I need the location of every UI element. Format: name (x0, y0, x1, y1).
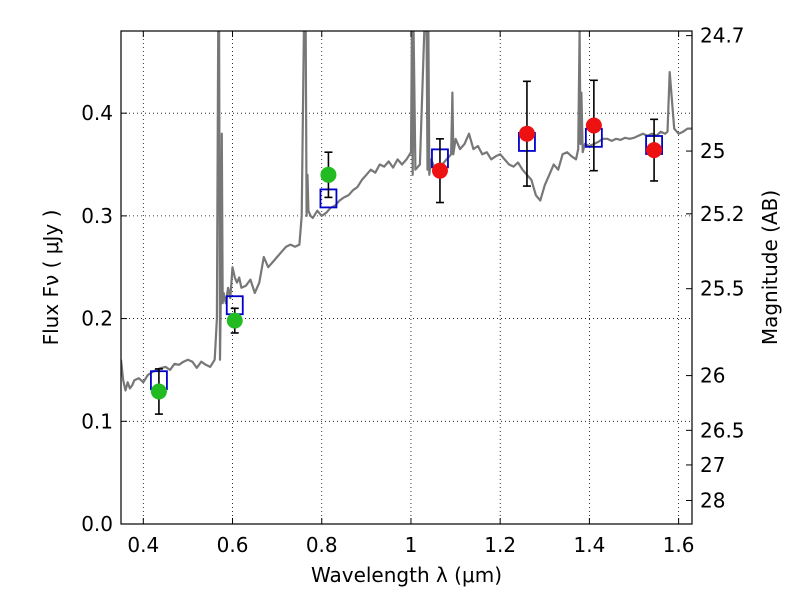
observed-flux-point (320, 166, 337, 183)
spectrum-line (121, 31, 692, 392)
right-tick-label: 26.5 (700, 418, 745, 442)
right-tick-label: 24.7 (700, 24, 745, 48)
plot-area (121, 31, 692, 524)
x-axis-label: Wavelength λ (μm) (311, 563, 502, 587)
data-points (150, 79, 663, 415)
axis-ticks: 0.4 0.6 0.8 1 1.2 1.4 1.6 0.0 0.1 0.2 0.3 0.4 24.7 25… (81, 24, 744, 557)
observed-flux-point (518, 125, 535, 142)
x-tick-label: 1.4 (573, 533, 605, 557)
right-tick-label: 25.2 (700, 202, 745, 226)
right-tick-label: 28 (700, 488, 725, 512)
observed-flux-point (646, 142, 663, 159)
right-axis-label: Magnitude (AB) (758, 190, 782, 345)
y-tick-label: 0.1 (81, 409, 113, 433)
x-tick-label: 0.6 (217, 533, 249, 557)
right-tick-label: 27 (700, 453, 725, 477)
x-tick-label: 1.6 (663, 533, 695, 557)
x-tick-label: 1.2 (484, 533, 516, 557)
y-axis-label: Flux Fν ( μJy ) (39, 210, 63, 346)
plot-frame (120, 30, 693, 525)
y-tick-label: 0.0 (81, 512, 113, 536)
observed-flux-point (150, 383, 167, 400)
y-tick-label: 0.3 (81, 204, 113, 228)
y-tick-label: 0.4 (81, 101, 113, 125)
x-tick-label: 1 (405, 533, 418, 557)
model-spectrum (121, 31, 692, 392)
observed-flux-point (226, 312, 243, 329)
observed-flux-point (431, 162, 448, 179)
right-tick-label: 25.5 (700, 277, 745, 301)
right-tick-label: 25 (700, 139, 725, 163)
x-tick-label: 0.4 (127, 533, 159, 557)
y-tick-label: 0.2 (81, 307, 113, 331)
right-tick-label: 26 (700, 364, 725, 388)
observed-flux-point (585, 117, 602, 134)
x-tick-label: 0.8 (306, 533, 338, 557)
